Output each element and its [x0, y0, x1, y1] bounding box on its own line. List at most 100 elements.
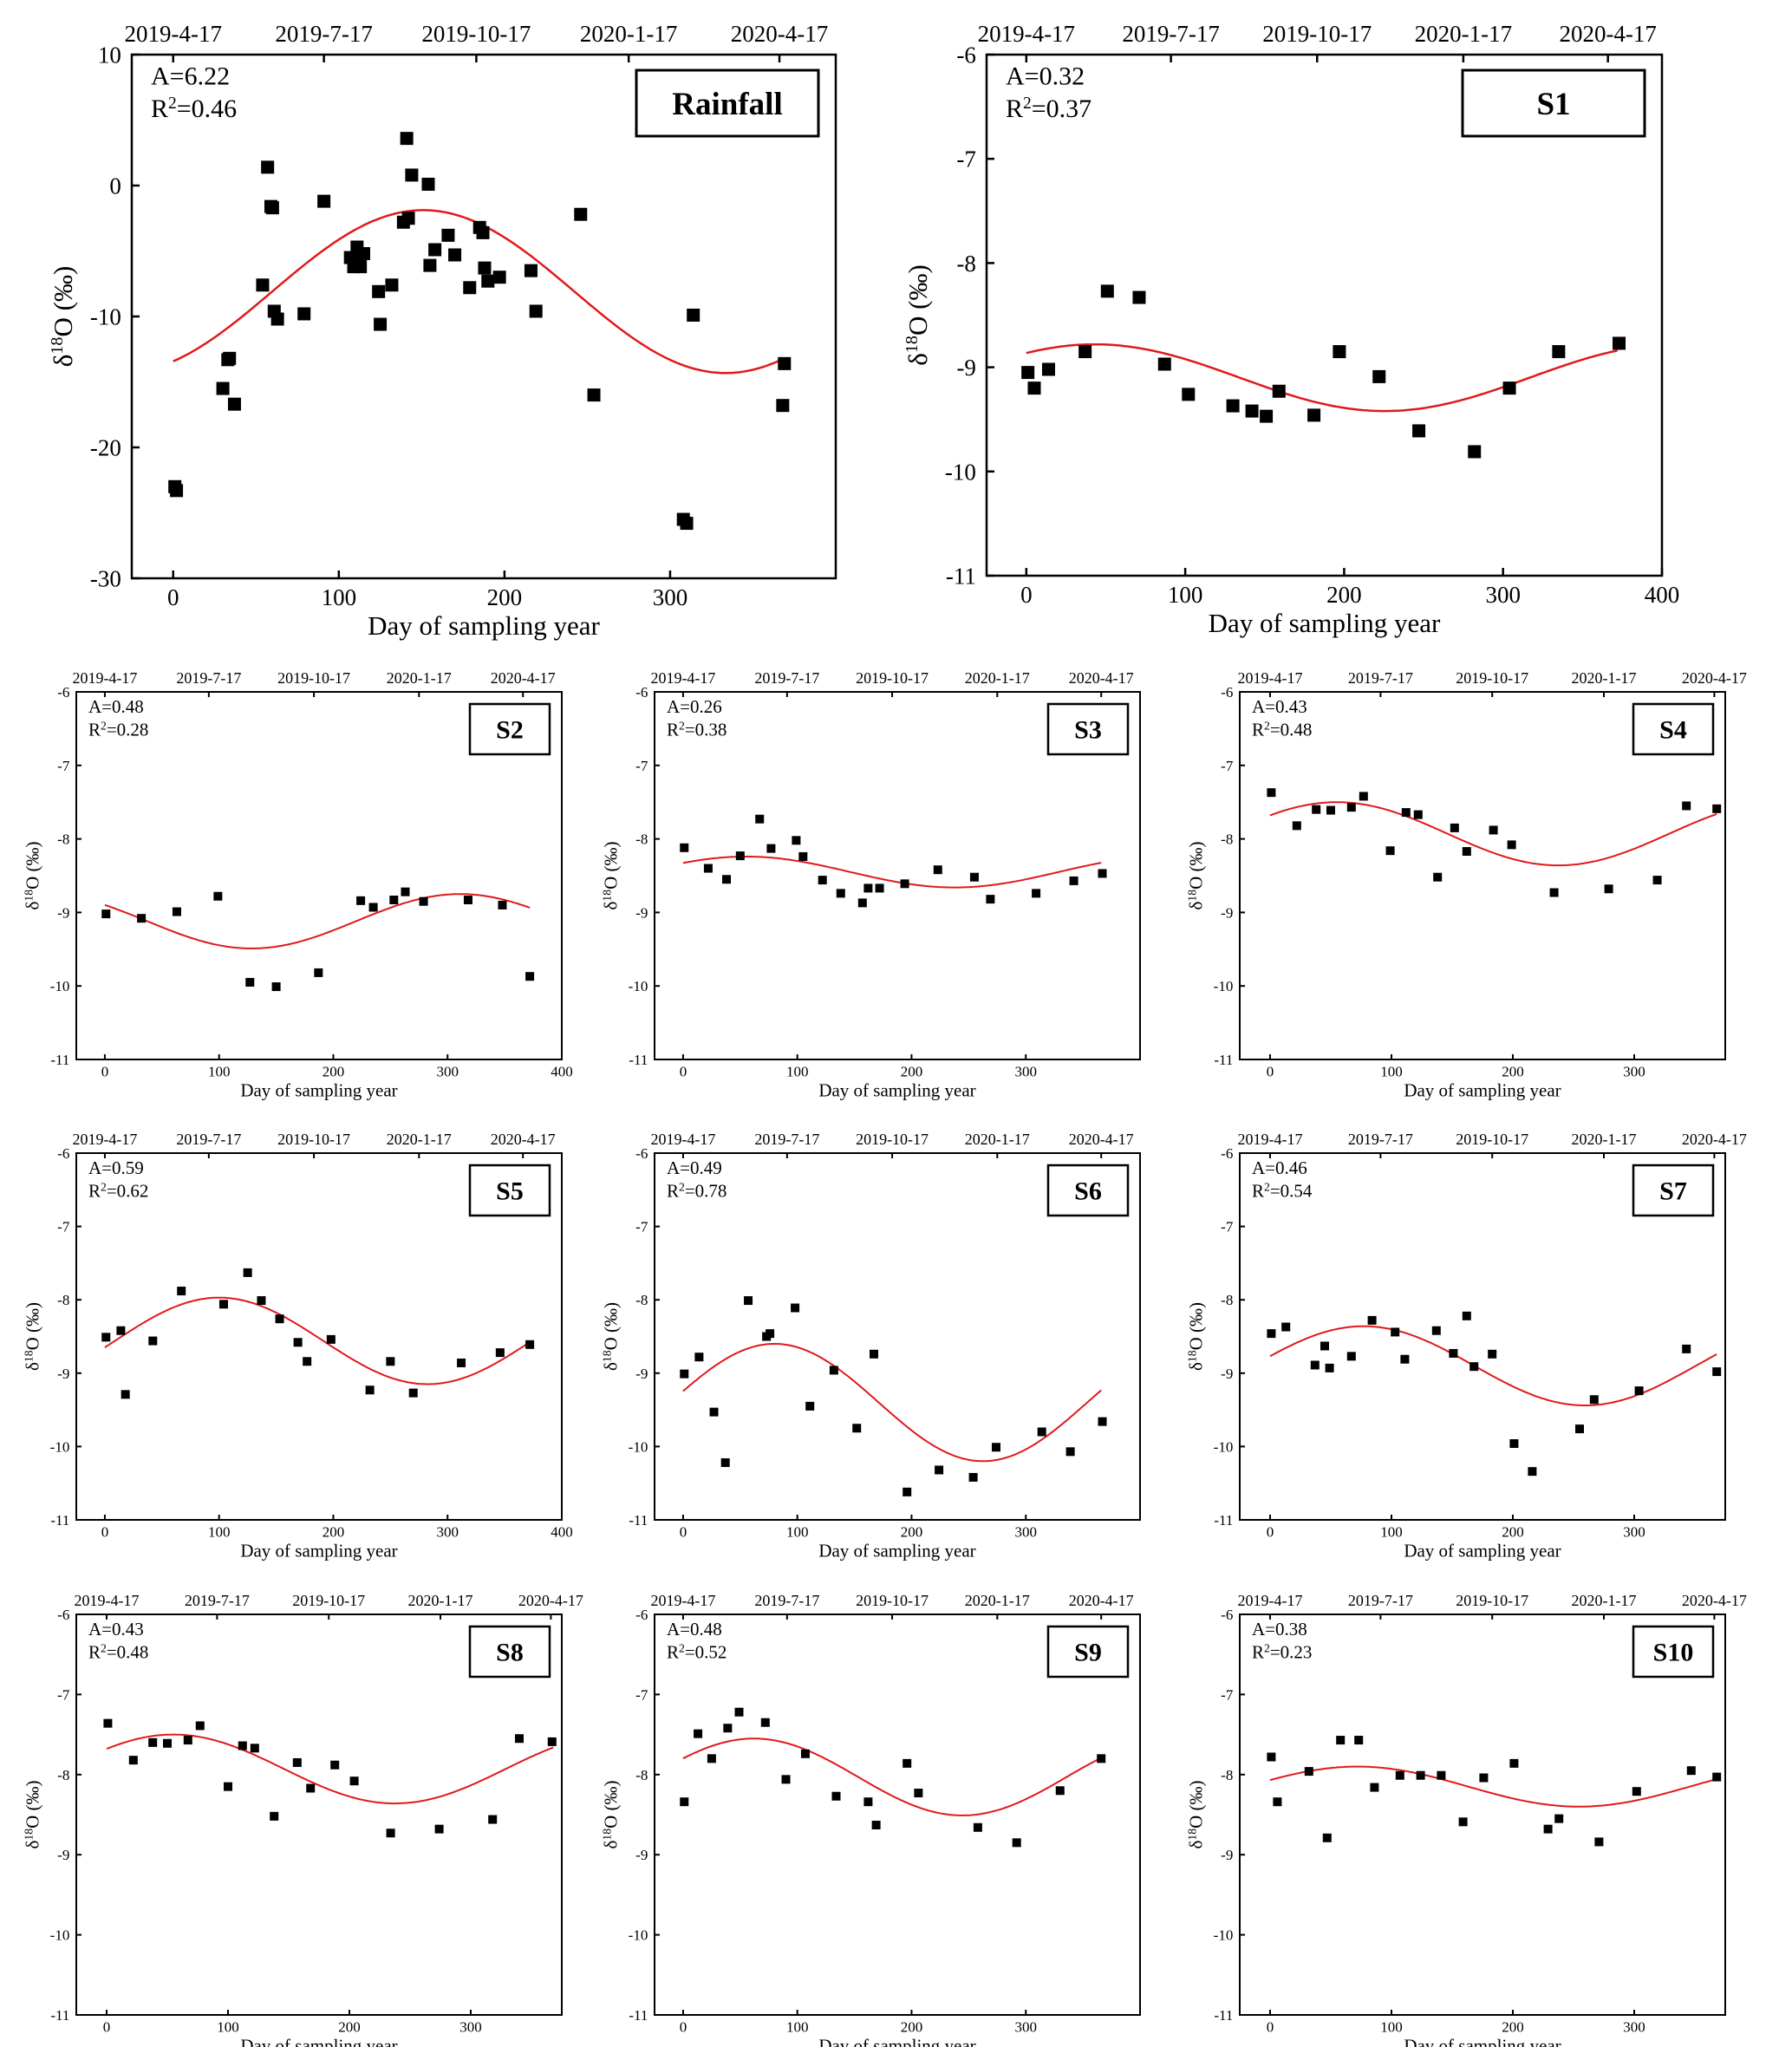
data-point: [1307, 408, 1321, 422]
y-tick-label: -10: [1214, 1927, 1234, 1944]
panel-title-box: [468, 702, 551, 756]
panel-title: S6: [1074, 1177, 1102, 1206]
plot-frame: [1239, 691, 1726, 1060]
data-point: [354, 260, 368, 274]
x-tick-label: 200: [323, 1064, 345, 1080]
y-tick-label: -10: [629, 1438, 648, 1455]
y-axis-label-part: 18: [1185, 1350, 1198, 1362]
y-tick-label: -10: [50, 1438, 70, 1455]
data-point: [1604, 884, 1613, 894]
data-point: [271, 982, 281, 992]
data-point: [405, 168, 419, 182]
data-point: [170, 484, 184, 498]
data-point: [137, 914, 147, 923]
stat-amplitude: A=0.48: [88, 696, 144, 717]
y-tick-label: -11: [1214, 1512, 1233, 1529]
data-point: [776, 399, 790, 413]
y-tick-label: -6: [1221, 684, 1233, 701]
stat-r-squared-part: 2: [168, 95, 177, 113]
y-tick-label: -8: [956, 251, 976, 277]
data-point: [216, 381, 230, 395]
data-point: [1395, 1770, 1404, 1780]
y-tick-label: -9: [1221, 1847, 1233, 1863]
y-tick-label: -9: [57, 1847, 69, 1863]
y-axis-label-part: δ: [23, 901, 43, 909]
y-tick-label: -8: [1221, 1767, 1233, 1783]
data-point: [903, 1487, 912, 1496]
data-point: [1346, 803, 1356, 812]
data-point: [722, 875, 732, 884]
data-point: [213, 891, 223, 901]
stat-r-squared-part: =0.52: [685, 1641, 727, 1662]
data-point: [587, 388, 601, 402]
data-point: [525, 972, 535, 981]
panel-title: S10: [1653, 1639, 1694, 1667]
y-tick-label: -20: [90, 434, 121, 460]
y-tick-label: -11: [946, 563, 976, 589]
data-point: [694, 1353, 704, 1362]
data-point: [1652, 876, 1662, 885]
x-axis-label: Day of sampling year: [240, 1541, 397, 1561]
data-point: [400, 132, 414, 146]
y-axis-label: δ18O (‰): [1185, 1302, 1207, 1371]
top-date-label: 2020-1-17: [965, 1131, 1030, 1148]
x-tick-label: 200: [901, 2019, 923, 2036]
data-point: [314, 968, 323, 977]
stat-r-squared-part: =0.28: [107, 719, 149, 740]
y-tick-label: -10: [50, 1927, 70, 1944]
data-point: [818, 876, 827, 885]
stat-r-squared-part: R: [667, 719, 679, 740]
data-point: [408, 1388, 418, 1398]
stat-r-squared-part: =0.48: [107, 1641, 149, 1662]
y-axis-label-part: O (‰): [1186, 1781, 1207, 1829]
x-tick-label: 300: [459, 2019, 482, 2036]
stat-r-squared: R2=0.38: [667, 719, 727, 740]
data-point: [492, 271, 506, 284]
panel-s7: 0 100 200 300 -11 -10 -9 -8 -7 -6 2019-4-17 2019-7-…: [1185, 1131, 1747, 1561]
data-point: [547, 1737, 557, 1746]
y-tick-label: -8: [635, 831, 648, 848]
top-date-label: 2020-4-17: [1069, 1131, 1134, 1148]
top-date-label: 2020-1-17: [965, 669, 1030, 687]
stat-amplitude: A=0.43: [88, 1619, 144, 1640]
fit-curve: [106, 1733, 554, 1805]
data-point: [857, 898, 867, 908]
y-tick-label: -9: [1221, 1366, 1233, 1382]
data-point: [869, 1349, 878, 1359]
data-point: [1372, 369, 1386, 383]
x-tick-label: 0: [101, 1524, 109, 1541]
data-point: [1543, 1824, 1553, 1834]
data-point: [227, 397, 241, 411]
data-point: [1554, 1814, 1564, 1823]
data-point: [1182, 388, 1196, 401]
data-point: [707, 1754, 716, 1763]
data-point: [1449, 1348, 1458, 1358]
stat-amplitude: A=6.22: [151, 62, 230, 91]
x-tick-label: 300: [653, 584, 688, 610]
y-tick-label: -8: [635, 1292, 648, 1308]
x-tick-label: 100: [786, 1524, 809, 1541]
top-date-label: 2020-1-17: [387, 669, 452, 687]
x-tick-label: 0: [1020, 582, 1033, 608]
data-point: [463, 895, 472, 904]
panel-title-box: [468, 1164, 551, 1217]
data-point: [1552, 345, 1566, 359]
top-date-label: 2019-7-17: [176, 1131, 241, 1148]
x-tick-label: 400: [551, 1064, 573, 1080]
y-axis-label-part: O (‰): [601, 1302, 622, 1350]
data-point: [1098, 869, 1107, 878]
panel-title: S1: [1536, 87, 1570, 122]
y-axis-label-part: O (‰): [23, 1302, 43, 1350]
data-point: [1098, 1417, 1107, 1426]
data-point: [1273, 1797, 1282, 1807]
data-point: [1310, 1360, 1320, 1370]
y-tick-label: -6: [635, 1145, 648, 1162]
stat-r-squared: R2=0.48: [88, 1641, 148, 1663]
top-date-label: 2020-4-17: [1682, 669, 1747, 687]
data-point: [1712, 804, 1722, 813]
fit-curve: [1026, 342, 1618, 413]
x-tick-label: 100: [1380, 1064, 1403, 1080]
top-date-label: 2020-4-17: [731, 21, 828, 47]
data-point: [863, 883, 873, 893]
top-date-label: 2020-4-17: [1682, 1131, 1747, 1148]
